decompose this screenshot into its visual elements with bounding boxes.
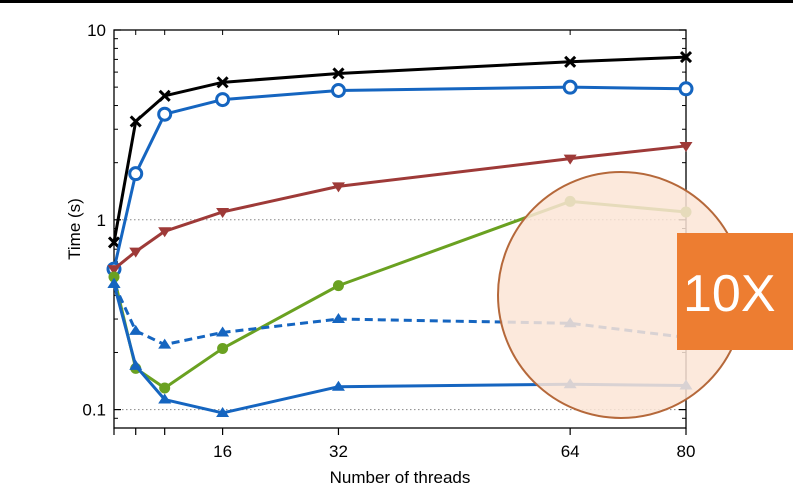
axis-labels: 0.1 1 10 16 32 64 80 xyxy=(82,21,695,461)
series-3 xyxy=(107,141,693,276)
open-circle-marker xyxy=(128,166,144,182)
x-marker-stroke xyxy=(332,67,345,80)
x-axis-title: Number of threads xyxy=(330,468,471,487)
triangle-up-marker xyxy=(216,326,230,337)
triangle-up-marker xyxy=(216,406,230,417)
triangle-up-marker xyxy=(158,393,172,404)
triangle-down-marker xyxy=(331,182,345,193)
x-marker xyxy=(679,51,693,64)
y-axis-title: Time (s) xyxy=(65,198,84,260)
triangle-down-marker xyxy=(107,265,121,276)
x-marker-stroke xyxy=(107,236,121,249)
open-circle-marker xyxy=(678,81,694,97)
y-tick-label: 1 xyxy=(97,211,106,230)
open-circle-marker xyxy=(157,106,173,122)
triangle-up-marker xyxy=(129,359,143,370)
x-tick-label: 16 xyxy=(213,442,232,461)
callout-box xyxy=(677,233,793,350)
callout-label: 10X xyxy=(683,265,776,323)
x-marker-stroke xyxy=(679,51,693,64)
x-marker-stroke xyxy=(158,89,171,102)
triangle-down-marker xyxy=(563,154,577,165)
circle-marker xyxy=(217,342,229,354)
x-marker-stroke xyxy=(129,115,142,128)
circle-marker xyxy=(332,280,344,292)
callout-layer: 10X xyxy=(497,171,793,419)
x-tick-label: 64 xyxy=(561,442,580,461)
y-tick-label: 10 xyxy=(87,21,106,40)
circle-marker xyxy=(108,271,120,283)
x-marker xyxy=(158,89,171,102)
triangle-up-marker xyxy=(158,338,172,349)
x-marker xyxy=(129,115,142,128)
x-marker xyxy=(107,236,121,249)
x-marker-stroke xyxy=(216,76,229,89)
x-marker xyxy=(332,67,345,80)
top-border xyxy=(0,0,793,3)
triangle-down-marker xyxy=(129,247,143,258)
open-circle-marker xyxy=(330,83,346,99)
open-circle-marker xyxy=(562,79,578,95)
x-marker xyxy=(564,55,577,68)
triangle-up-marker xyxy=(129,324,143,335)
triangle-down-marker xyxy=(679,141,693,152)
y-tick-label: 0.1 xyxy=(82,401,106,420)
series-1 xyxy=(107,51,693,249)
triangle-down-marker xyxy=(158,227,172,238)
x-tick-label: 32 xyxy=(329,442,348,461)
triangle-up-marker xyxy=(331,380,345,391)
triangle-up-marker xyxy=(331,313,345,324)
x-marker-stroke xyxy=(564,55,577,68)
x-tick-label: 80 xyxy=(677,442,696,461)
triangle-up-marker xyxy=(107,277,121,288)
series-2 xyxy=(106,79,694,277)
circle-marker xyxy=(159,382,171,394)
x-marker xyxy=(216,76,229,89)
open-circle-marker xyxy=(215,92,231,108)
triangle-down-marker xyxy=(216,207,230,218)
